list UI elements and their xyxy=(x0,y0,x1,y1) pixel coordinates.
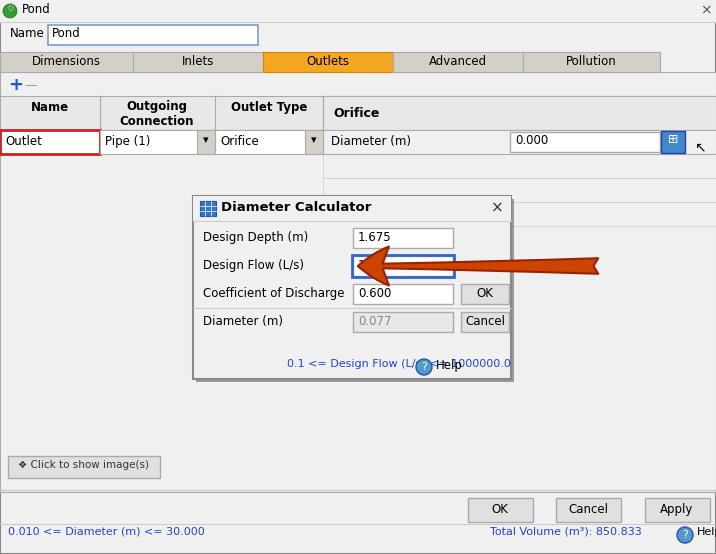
Bar xyxy=(193,196,511,221)
Circle shape xyxy=(677,527,693,543)
Text: ▾: ▾ xyxy=(311,135,316,145)
Bar xyxy=(645,498,710,522)
Bar xyxy=(461,284,509,304)
Text: ↖: ↖ xyxy=(694,140,706,154)
Text: 0.1 <= Design Flow (L/s) <= 1000000.0: 0.1 <= Design Flow (L/s) <= 1000000.0 xyxy=(287,359,511,369)
Bar xyxy=(200,201,216,216)
Text: Pond: Pond xyxy=(22,3,51,16)
Text: 0.077: 0.077 xyxy=(358,315,392,328)
Text: Cancel: Cancel xyxy=(568,503,608,516)
Bar xyxy=(393,52,523,72)
Bar xyxy=(100,130,215,154)
Text: Outlet Type: Outlet Type xyxy=(231,101,307,114)
Text: OK: OK xyxy=(477,287,493,300)
Text: 16.1: 16.1 xyxy=(358,259,384,272)
Text: Orifice: Orifice xyxy=(220,135,258,148)
Bar xyxy=(353,312,453,332)
Text: Outlet: Outlet xyxy=(5,135,42,148)
Text: Name: Name xyxy=(31,101,69,114)
Text: Pond: Pond xyxy=(52,27,81,40)
Text: Diameter Calculator: Diameter Calculator xyxy=(221,201,372,214)
Bar xyxy=(197,130,215,154)
Text: 0.000: 0.000 xyxy=(515,134,548,147)
Bar xyxy=(196,199,514,382)
Bar xyxy=(323,202,716,226)
Bar xyxy=(556,498,621,522)
Bar xyxy=(323,154,716,178)
Text: Total Volume (m³): 850.833: Total Volume (m³): 850.833 xyxy=(490,527,642,537)
Text: Name: Name xyxy=(10,27,44,40)
Bar xyxy=(133,52,263,72)
Text: Coefficient of Discharge: Coefficient of Discharge xyxy=(203,287,344,300)
Bar xyxy=(8,456,160,478)
Bar xyxy=(323,178,716,202)
Bar xyxy=(353,284,453,304)
Text: Outgoing
Connection: Outgoing Connection xyxy=(120,100,194,128)
Bar xyxy=(0,72,716,492)
Circle shape xyxy=(3,4,17,18)
Bar xyxy=(323,130,716,154)
Bar xyxy=(353,256,453,276)
Bar xyxy=(353,228,453,248)
Bar xyxy=(352,255,454,277)
Text: Inlets: Inlets xyxy=(182,55,214,68)
Text: ▾: ▾ xyxy=(203,135,209,145)
Text: 0.600: 0.600 xyxy=(358,287,392,300)
Text: Orifice: Orifice xyxy=(333,107,379,120)
Text: Outlets: Outlets xyxy=(306,55,349,68)
Bar xyxy=(263,52,393,72)
Bar xyxy=(0,0,716,22)
Text: ⊞: ⊞ xyxy=(668,133,678,146)
Text: Diameter (m): Diameter (m) xyxy=(331,135,411,148)
Text: Help: Help xyxy=(436,359,463,372)
Text: Diameter (m): Diameter (m) xyxy=(203,315,283,328)
Text: ?: ? xyxy=(682,530,688,540)
Text: Cancel: Cancel xyxy=(465,315,505,328)
Bar xyxy=(461,312,509,332)
Bar xyxy=(661,131,685,153)
Text: Design Depth (m): Design Depth (m) xyxy=(203,231,309,244)
Bar xyxy=(323,96,716,130)
Text: 0.010 <= Diameter (m) <= 30.000: 0.010 <= Diameter (m) <= 30.000 xyxy=(8,527,205,537)
Bar xyxy=(305,130,323,154)
Circle shape xyxy=(416,359,432,375)
Text: Pipe (1): Pipe (1) xyxy=(105,135,150,148)
Bar xyxy=(193,196,511,379)
Text: Design Flow (L/s): Design Flow (L/s) xyxy=(203,259,304,272)
Text: ó: ó xyxy=(7,3,13,13)
Text: ×: × xyxy=(490,201,503,216)
Bar xyxy=(0,52,133,72)
Text: —: — xyxy=(24,79,37,92)
Text: 1.675: 1.675 xyxy=(358,231,392,244)
Text: ×: × xyxy=(700,3,712,17)
Text: Dimensions: Dimensions xyxy=(32,55,101,68)
Text: OK: OK xyxy=(492,503,508,516)
Bar xyxy=(468,498,533,522)
Text: ?: ? xyxy=(421,362,427,372)
Bar xyxy=(523,52,660,72)
Bar xyxy=(0,130,100,154)
Text: Apply: Apply xyxy=(660,503,694,516)
Bar xyxy=(0,96,716,130)
Text: +: + xyxy=(8,76,23,94)
Text: Advanced: Advanced xyxy=(429,55,487,68)
Bar xyxy=(215,130,323,154)
Bar xyxy=(510,132,660,152)
Text: ❖ Click to show image(s): ❖ Click to show image(s) xyxy=(19,460,150,470)
Text: Help: Help xyxy=(697,527,716,537)
Bar xyxy=(48,25,258,45)
Text: Pollution: Pollution xyxy=(566,55,617,68)
